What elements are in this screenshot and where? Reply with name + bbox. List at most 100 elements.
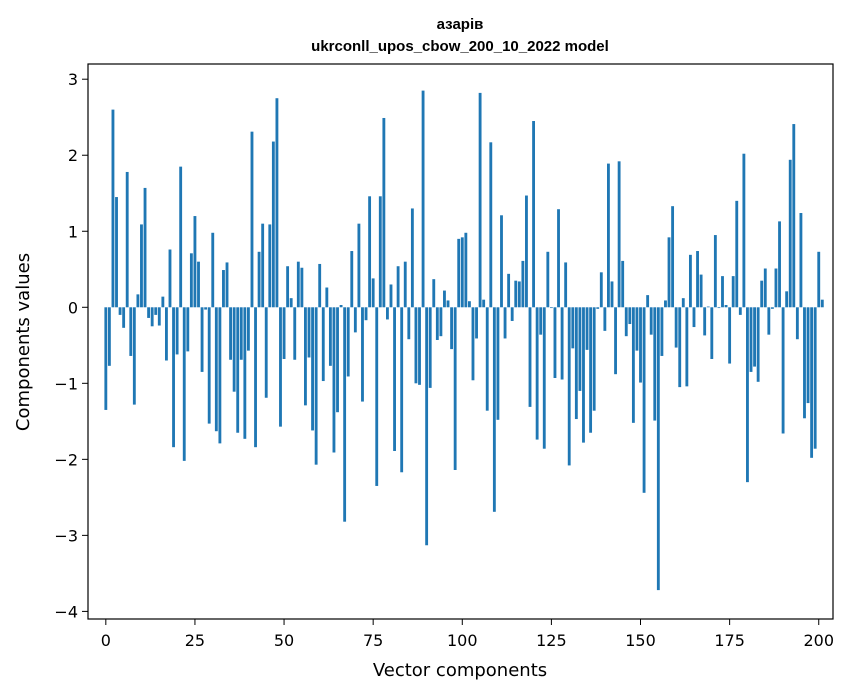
bar-41 <box>250 131 254 308</box>
bar-130 <box>567 307 571 466</box>
x-tick-label-50: 50 <box>274 631 294 650</box>
bar-184 <box>760 280 764 308</box>
bar-127 <box>557 209 560 308</box>
bar-14 <box>154 307 158 315</box>
bar-63 <box>328 307 332 366</box>
bar-48 <box>275 98 279 308</box>
bar-121 <box>535 307 539 440</box>
bar-27 <box>200 307 204 372</box>
bar-107 <box>485 307 489 411</box>
bar-158 <box>667 237 671 308</box>
bar-99 <box>457 238 461 308</box>
bar-133 <box>578 307 582 391</box>
bar-25 <box>193 216 197 308</box>
bar-128 <box>560 307 564 380</box>
bar-192 <box>788 159 792 308</box>
bar-77 <box>378 196 382 308</box>
bar-36 <box>232 307 236 392</box>
y-tick-label-2: 2 <box>68 146 78 165</box>
bar-177 <box>735 200 739 308</box>
x-tick-label-150: 150 <box>625 631 656 650</box>
y-axis-label: Components values <box>13 253 34 431</box>
chart-title-line2: ukrconll_upos_cbow_200_10_2022 model <box>311 38 609 55</box>
bar-125 <box>549 307 553 309</box>
bar-166 <box>696 251 699 308</box>
bar-87 <box>414 307 418 384</box>
bar-142 <box>610 281 614 308</box>
bar-171 <box>713 235 717 308</box>
bar-12 <box>147 307 151 318</box>
bar-183 <box>756 307 760 382</box>
y-tick-label--1: −1 <box>54 374 78 393</box>
bar-1 <box>107 307 111 366</box>
bar-93 <box>435 307 439 340</box>
bar-64 <box>332 307 336 453</box>
bar-3 <box>115 197 118 308</box>
bar-151 <box>642 307 646 493</box>
bar-7 <box>129 307 133 356</box>
bar-167 <box>699 274 703 308</box>
bar-100 <box>460 237 464 308</box>
bar-43 <box>257 251 261 308</box>
bar-193 <box>792 124 796 308</box>
bar-118 <box>525 195 528 308</box>
bar-198 <box>810 307 814 458</box>
bar-116 <box>517 281 521 308</box>
bar-71 <box>357 223 361 308</box>
bar-26 <box>197 261 200 308</box>
x-tick-label-125: 125 <box>536 631 567 650</box>
bar-123 <box>542 307 546 449</box>
bar-104 <box>475 307 478 339</box>
bar-15 <box>157 307 161 326</box>
bar-201 <box>820 299 824 308</box>
bar-24 <box>189 253 193 308</box>
bar-180 <box>746 307 749 483</box>
y-tick-label-1: 1 <box>68 222 78 241</box>
bar-163 <box>685 307 689 387</box>
bar-195 <box>799 213 803 308</box>
bar-170 <box>710 307 714 359</box>
plot-frame <box>87 63 834 620</box>
bar-200 <box>817 251 821 308</box>
bar-106 <box>482 299 486 308</box>
bar-140 <box>603 307 607 331</box>
bar-19 <box>172 307 175 448</box>
bar-79 <box>386 307 389 320</box>
bar-94 <box>439 307 443 337</box>
bar-153 <box>649 307 653 335</box>
bar-45 <box>264 307 268 398</box>
bar-160 <box>674 307 678 348</box>
bar-97 <box>450 307 454 350</box>
bar-82 <box>396 266 400 308</box>
bar-172 <box>717 307 721 309</box>
bar-96 <box>446 300 450 308</box>
bar-39 <box>243 307 247 439</box>
bar-49 <box>279 307 282 427</box>
y-tick-label--4: −4 <box>54 602 78 621</box>
bar-139 <box>599 272 603 308</box>
bar-52 <box>289 298 293 308</box>
bar-44 <box>261 223 265 308</box>
bar-30 <box>211 232 215 308</box>
bar-144 <box>617 161 621 308</box>
bar-129 <box>564 262 568 308</box>
bar-115 <box>514 280 518 308</box>
bar-80 <box>389 284 393 308</box>
bar-4 <box>118 307 122 315</box>
bar-178 <box>738 307 742 315</box>
bar-187 <box>770 307 774 309</box>
bar-76 <box>375 307 379 486</box>
bar-164 <box>688 254 692 308</box>
bar-88 <box>418 307 421 385</box>
bar-148 <box>631 307 635 423</box>
bar-9 <box>136 294 140 308</box>
bar-series <box>104 90 824 591</box>
bar-69 <box>350 251 354 308</box>
bar-17 <box>165 307 168 361</box>
bar-95 <box>443 290 446 308</box>
bar-135 <box>585 307 589 350</box>
bar-40 <box>246 307 250 351</box>
bar-13 <box>150 307 154 327</box>
bar-155 <box>656 307 660 591</box>
bar-150 <box>639 307 642 383</box>
